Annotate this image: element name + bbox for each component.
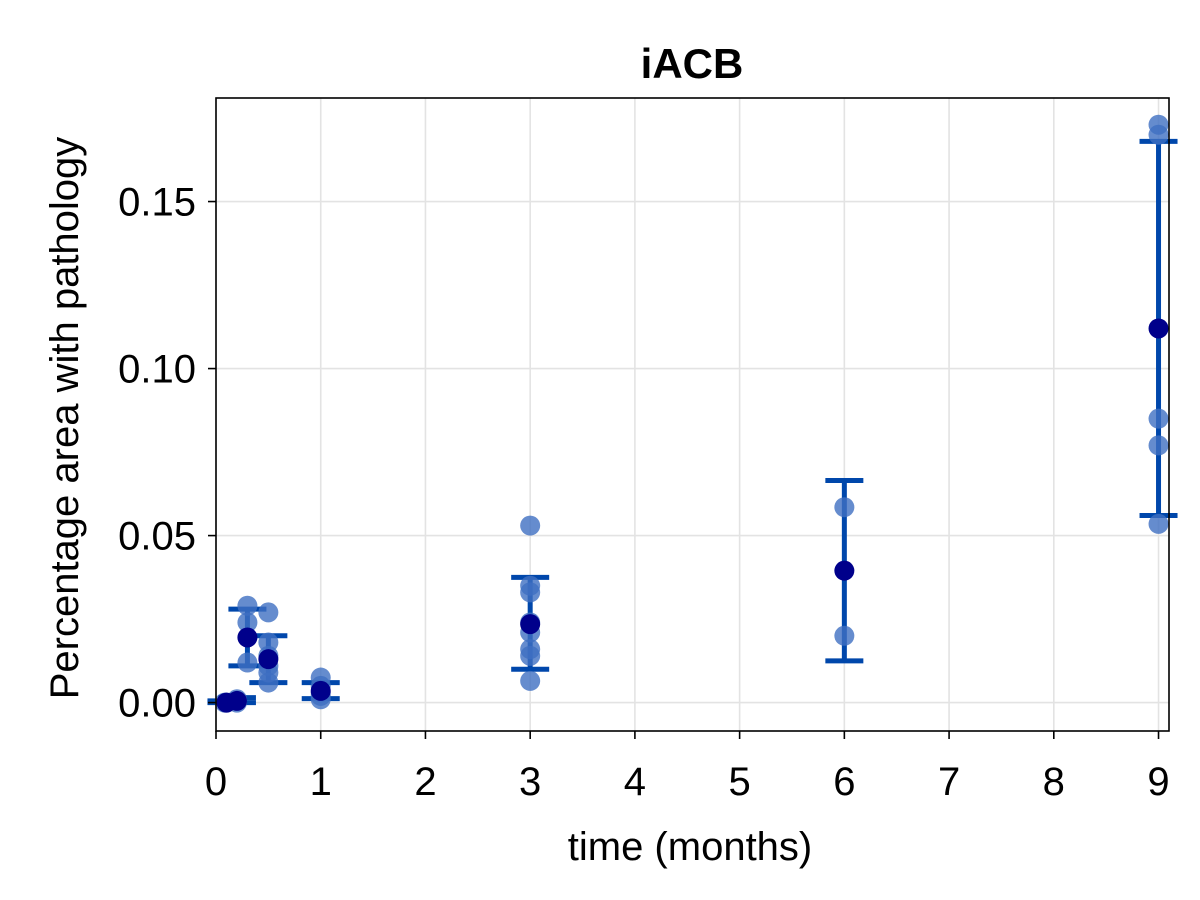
y-tick-label: 0.00 (118, 682, 196, 726)
plot-frame (215, 97, 1170, 732)
data-point (237, 595, 258, 616)
x-tick-label: 4 (624, 760, 646, 804)
y-axis-ticks: 0.00 0.05 0.10 0.15 (118, 181, 216, 726)
mean-point (834, 560, 855, 581)
x-axis-ticks: 0 1 2 3 4 5 6 7 8 9 (205, 731, 1170, 804)
grid (215, 98, 1169, 731)
data-point (1148, 513, 1169, 534)
data-point (1148, 408, 1169, 429)
data-point (520, 515, 541, 536)
data-point (1148, 435, 1169, 456)
x-tick-label: 8 (1043, 760, 1065, 804)
data-point (834, 625, 855, 646)
mean-point (310, 680, 331, 701)
y-tick-label: 0.05 (118, 515, 196, 559)
mean-point (226, 690, 247, 711)
y-axis-label: Percentage area with pathology (43, 137, 87, 700)
mean-point (258, 649, 279, 670)
mean-points (216, 318, 1169, 713)
data-point (520, 582, 541, 603)
error-bars (207, 138, 1178, 706)
data-point (1148, 124, 1169, 145)
x-tick-label: 9 (1147, 760, 1169, 804)
mean-point (520, 614, 541, 635)
data-point (237, 652, 258, 673)
data-point (834, 497, 855, 518)
data-point (520, 645, 541, 666)
chart-title: iACB (641, 40, 744, 87)
mean-point (1148, 318, 1169, 339)
mean-point (237, 627, 258, 648)
x-tick-label: 7 (938, 760, 960, 804)
x-axis-label: time (months) (568, 825, 813, 869)
x-tick-label: 1 (310, 760, 332, 804)
y-tick-label: 0.10 (118, 348, 196, 392)
data-point (258, 602, 279, 623)
data-points (214, 114, 1169, 713)
data-point (258, 672, 279, 693)
y-tick-label: 0.15 (118, 181, 196, 225)
x-tick-label: 5 (729, 760, 751, 804)
x-tick-label: 0 (205, 760, 227, 804)
data-point (237, 612, 258, 633)
x-tick-label: 2 (414, 760, 436, 804)
x-tick-label: 3 (519, 760, 541, 804)
data-point (520, 670, 541, 691)
x-tick-label: 6 (833, 760, 855, 804)
